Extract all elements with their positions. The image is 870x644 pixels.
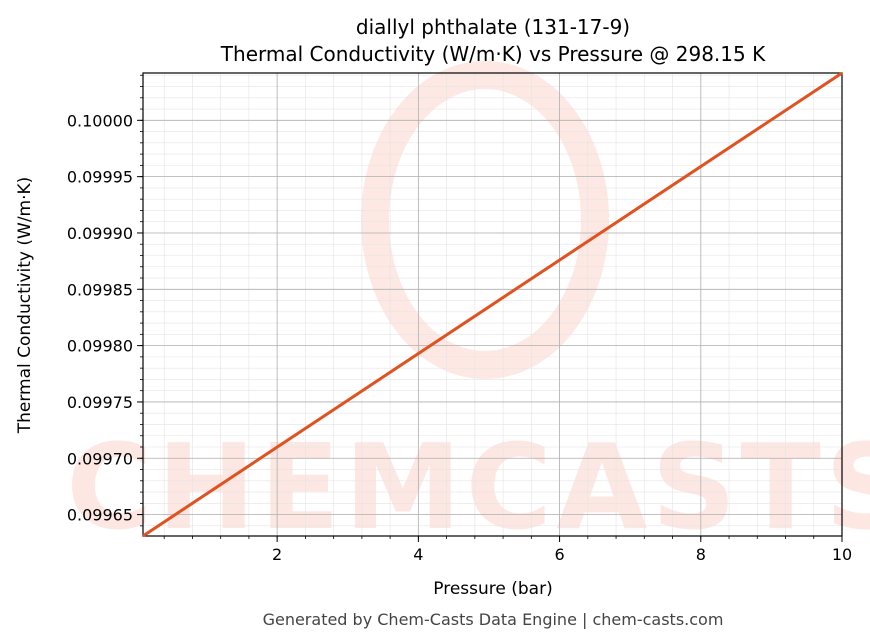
grid bbox=[143, 73, 843, 536]
chart-subtitle: Thermal Conductivity (W/m·K) vs Pressure… bbox=[220, 42, 766, 66]
x-tick-label: 2 bbox=[272, 545, 282, 564]
y-tick-label: 0.09985 bbox=[67, 280, 133, 299]
y-axis-label: Thermal Conductivity (W/m·K) bbox=[15, 177, 35, 435]
y-tick-label: 0.09975 bbox=[67, 393, 133, 412]
y-tick-label: 0.09995 bbox=[67, 168, 133, 187]
y-tick-label: 0.09980 bbox=[67, 337, 133, 356]
series bbox=[142, 71, 843, 538]
x-axis-label: Pressure (bar) bbox=[433, 579, 552, 599]
plot-frame bbox=[142, 72, 843, 537]
x-tick-label: 8 bbox=[696, 545, 706, 564]
y-tick-label: 0.09965 bbox=[67, 506, 133, 525]
watermark-text: CHEMCASTS bbox=[66, 418, 870, 556]
chart-title: diallyl phthalate (131-17-9) bbox=[356, 15, 630, 39]
y-tick-label: 0.10000 bbox=[67, 111, 133, 130]
y-tick-label: 0.09970 bbox=[67, 449, 133, 468]
series-line bbox=[142, 71, 843, 538]
watermark: CHEMCASTS bbox=[66, 61, 870, 556]
x-tick-label: 4 bbox=[413, 545, 423, 564]
footer-text: Generated by Chem-Casts Data Engine | ch… bbox=[263, 610, 724, 629]
x-tick-label: 6 bbox=[554, 545, 564, 564]
y-tick-label: 0.09990 bbox=[67, 224, 133, 243]
x-tick-label: 10 bbox=[832, 545, 852, 564]
